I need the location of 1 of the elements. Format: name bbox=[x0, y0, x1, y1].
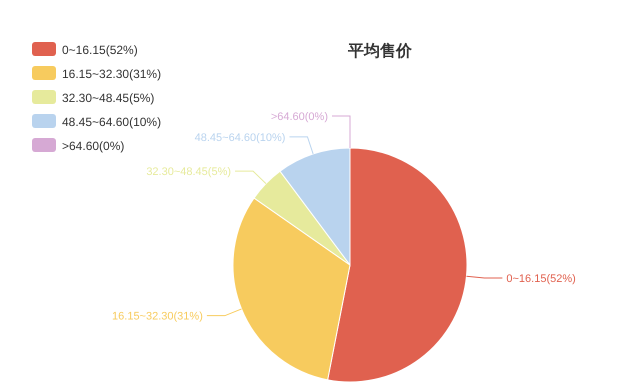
title: 平均售价 bbox=[348, 43, 412, 60]
